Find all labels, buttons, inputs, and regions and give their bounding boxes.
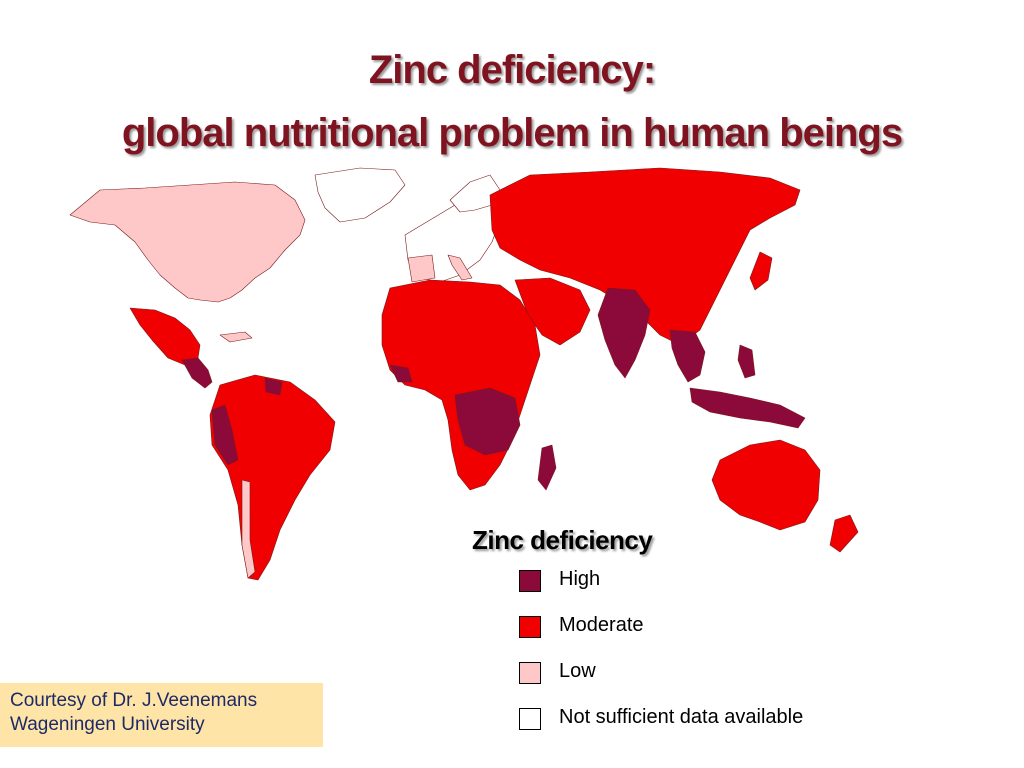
title-line-2: global nutritional problem in human bein… <box>121 111 903 155</box>
region-central-africa-high <box>454 387 521 456</box>
region-southeast-asia <box>669 329 706 383</box>
region-madagascar <box>537 444 557 491</box>
region-iberia-low <box>407 254 436 283</box>
region-chile-low <box>241 479 256 579</box>
region-new-zealand <box>829 514 859 553</box>
region-west-africa-high <box>389 364 413 383</box>
legend-title: Zinc deficiency <box>472 525 653 555</box>
region-greenland <box>314 167 406 223</box>
region-central-america <box>181 357 213 389</box>
region-russia-asia <box>489 167 801 346</box>
legend-label-high: High <box>559 568 601 590</box>
world-zinc-deficiency-map <box>69 167 859 581</box>
region-guianas-high <box>264 377 283 396</box>
region-south-america <box>209 374 336 581</box>
courtesy-line-2: Wageningen University <box>10 714 205 735</box>
region-italy-low <box>447 254 473 281</box>
region-africa <box>381 279 541 491</box>
legend-swatch-moderate <box>519 616 541 638</box>
legend-label-moderate: Moderate <box>559 614 644 636</box>
region-japan <box>749 251 773 291</box>
region-philippines <box>737 344 756 379</box>
region-north-america <box>69 181 306 303</box>
region-caribbean <box>219 331 253 343</box>
region-australia <box>711 439 821 531</box>
legend-label-no-data: Not sufficient data available <box>559 706 804 728</box>
region-south-asia <box>597 287 651 379</box>
legend-swatch-no-data <box>519 708 541 730</box>
legend-swatch-high <box>519 570 541 592</box>
legend-swatch-low <box>519 662 541 684</box>
region-indonesia <box>689 387 806 429</box>
courtesy-line-1: Courtesy of Dr. J.Veenemans <box>10 690 258 711</box>
legend-label-low: Low <box>559 660 596 682</box>
region-mexico <box>129 307 201 366</box>
courtesy-box: Courtesy of Dr. J.Veenemans Wageningen U… <box>0 683 323 747</box>
title-line-1: Zinc deficiency: <box>368 48 656 92</box>
region-andes-high <box>211 404 239 466</box>
